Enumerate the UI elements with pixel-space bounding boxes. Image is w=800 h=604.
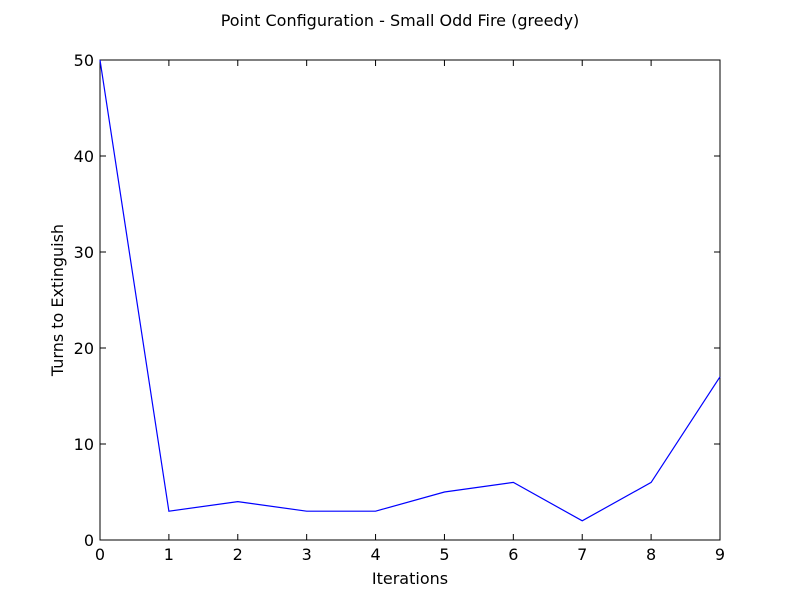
plot-frame [99,59,721,541]
x-tick-label: 5 [439,545,449,564]
x-tick-label: 8 [646,545,656,564]
x-tick-label: 0 [95,545,105,564]
x-tick-label: 4 [370,545,380,564]
y-tick-label: 0 [84,531,94,550]
x-tick-label: 3 [302,545,312,564]
y-tick-label: 50 [74,51,94,70]
y-tick-label: 20 [74,339,94,358]
axis-ticks: 0 1 2 3 4 5 6 7 8 9 0 10 20 30 40 50 [74,51,725,564]
x-tick-label: 7 [577,545,587,564]
x-tick-label: 9 [715,545,725,564]
y-axis-title: Turns to Extinguish [48,224,67,377]
x-axis-title: Iterations [372,569,448,588]
series-line [99,59,721,522]
y-tick-label: 30 [74,243,94,262]
series-lines [99,59,721,522]
x-tick-label: 1 [164,545,174,564]
x-tick-label: 6 [508,545,518,564]
x-tick-label: 2 [233,545,243,564]
chart-title: Point Configuration - Small Odd Fire (gr… [221,11,580,30]
y-tick-label: 40 [74,147,94,166]
plot-area [99,59,721,541]
y-tick-label: 10 [74,435,94,454]
